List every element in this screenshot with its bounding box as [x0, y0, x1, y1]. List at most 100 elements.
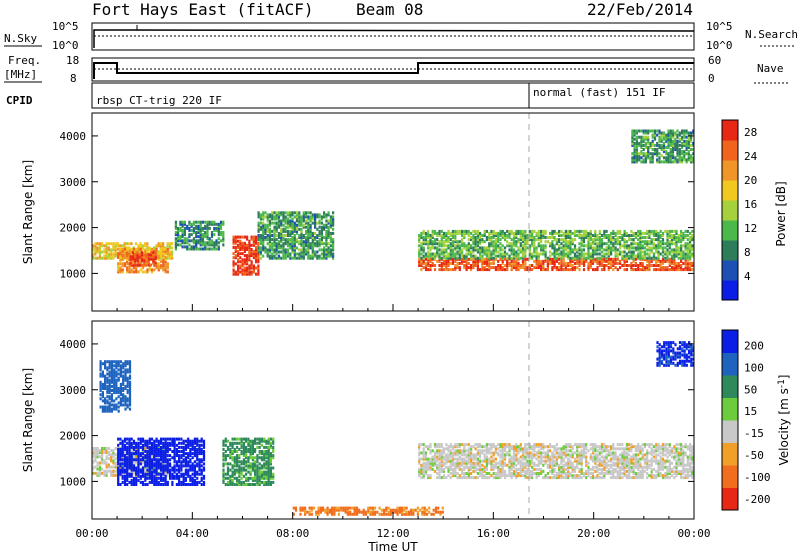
data-cell	[256, 445, 259, 449]
data-cell	[273, 250, 276, 254]
data-cell	[314, 223, 317, 227]
data-cell	[240, 476, 243, 480]
data-cell	[429, 238, 432, 242]
data-cell	[433, 254, 437, 258]
data-cell	[642, 154, 645, 158]
data-cell	[295, 256, 299, 260]
data-cell	[461, 248, 464, 252]
data-cell	[686, 266, 689, 270]
data-cell	[329, 217, 332, 221]
data-cell	[232, 268, 235, 272]
data-cell	[157, 480, 160, 484]
data-cell	[200, 470, 203, 474]
data-cell	[683, 133, 686, 137]
data-cell	[129, 259, 132, 263]
data-cell	[257, 250, 260, 254]
data-cell	[284, 240, 287, 244]
data-cell	[474, 264, 477, 267]
data-cell	[424, 231, 428, 235]
data-cell	[234, 270, 237, 274]
data-cell	[236, 470, 239, 474]
data-cell	[309, 246, 312, 250]
data-cell	[268, 242, 271, 246]
data-cell	[187, 456, 190, 460]
data-cell	[114, 254, 117, 258]
data-cell	[121, 450, 124, 453]
data-cell	[104, 374, 107, 378]
data-cell	[248, 268, 251, 272]
data-cell	[126, 483, 129, 486]
data-cell	[198, 439, 201, 443]
data-cell	[150, 460, 154, 464]
data-cell	[198, 458, 201, 462]
data-cell	[155, 470, 158, 474]
data-cell	[96, 447, 99, 450]
data-cell	[521, 231, 525, 235]
data-cell	[129, 261, 132, 265]
data-cell	[472, 246, 475, 250]
data-cell	[162, 251, 165, 255]
data-cell	[119, 364, 122, 368]
data-cell	[232, 252, 235, 256]
data-cell	[442, 268, 446, 272]
data-cell	[650, 250, 653, 254]
data-cell	[603, 248, 606, 252]
data-cell	[483, 257, 486, 261]
data-cell	[190, 239, 193, 243]
data-cell	[571, 248, 574, 252]
data-cell	[193, 452, 196, 456]
data-cell	[106, 380, 109, 384]
data-cell	[157, 443, 160, 447]
data-cell	[670, 242, 674, 246]
data-cell	[153, 439, 156, 443]
data-cell	[262, 254, 265, 258]
data-cell	[164, 264, 167, 268]
data-cell	[251, 478, 254, 482]
data-cell	[110, 366, 113, 370]
data-cell	[144, 472, 147, 476]
data-cell	[646, 248, 649, 252]
data-cell	[501, 266, 504, 270]
data-cell	[517, 248, 520, 252]
data-cell	[107, 242, 110, 246]
data-cell	[197, 247, 200, 251]
data-cell	[646, 231, 649, 235]
data-cell	[286, 250, 290, 254]
data-cell	[431, 246, 434, 250]
data-cell	[497, 259, 500, 263]
data-cell	[555, 252, 558, 256]
data-cell	[110, 364, 113, 368]
data-cell	[649, 158, 652, 162]
data-cell	[106, 401, 109, 405]
data-cell	[553, 264, 556, 267]
data-cell	[280, 213, 283, 217]
data-cell	[440, 256, 443, 260]
data-cell	[128, 407, 132, 411]
data-cell	[181, 241, 184, 245]
data-cell	[676, 141, 679, 145]
data-cell	[320, 240, 323, 244]
data-cell	[314, 236, 317, 239]
data-cell	[422, 229, 425, 233]
data-cell	[540, 264, 543, 267]
data-cell	[188, 235, 191, 239]
data-cell	[173, 454, 176, 458]
data-cell	[630, 246, 633, 250]
data-cell	[318, 240, 321, 244]
data-cell	[587, 236, 590, 239]
data-cell	[137, 454, 140, 458]
data-cell	[124, 368, 127, 372]
data-cell	[549, 254, 552, 258]
data-cell	[128, 374, 132, 378]
data-cell	[139, 441, 142, 445]
data-cell	[166, 445, 169, 449]
data-cell	[551, 257, 554, 261]
data-cell	[117, 368, 120, 372]
data-cell	[467, 242, 470, 246]
data-cell	[266, 227, 269, 231]
data-cell	[634, 231, 637, 235]
data-cell	[687, 141, 690, 145]
data-cell	[202, 483, 206, 486]
data-cell	[210, 241, 214, 245]
data-cell	[193, 445, 196, 449]
